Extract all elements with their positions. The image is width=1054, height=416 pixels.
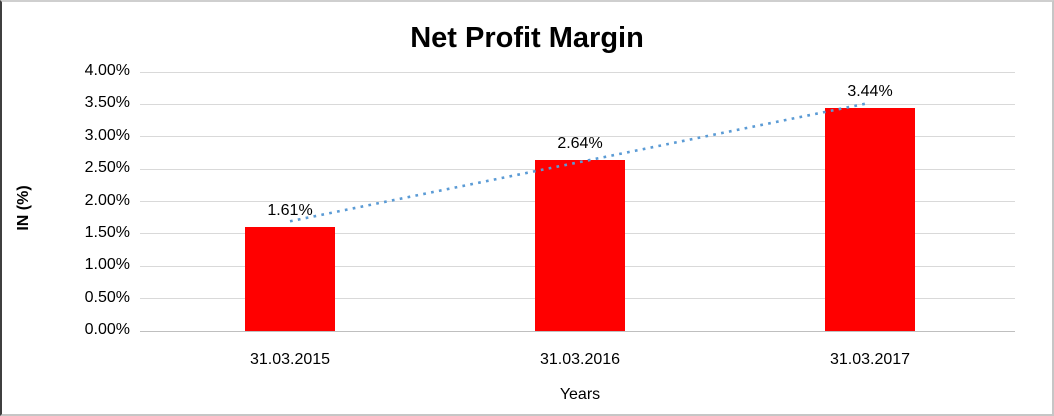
y-axis-tick-label: 4.00% [84, 62, 130, 79]
x-axis-category-label: 31.03.2017 [829, 351, 911, 368]
data-label: 3.44% [847, 83, 893, 101]
gridline [140, 136, 1015, 138]
y-axis-tick-label: 0.50% [84, 288, 130, 306]
x-axis-category-label: 31.03.2015 [249, 351, 331, 368]
y-axis-tick-label: 1.50% [84, 223, 130, 241]
y-axis-title: IN (%) [15, 185, 32, 231]
y-axis-tick-label: 2.00% [84, 191, 130, 209]
y-axis-tick-label: 2.50% [84, 159, 130, 177]
x-axis-title: Years [559, 386, 601, 403]
trendline-dotted [289, 101, 871, 223]
y-axis-tick-label: 1.00% [84, 256, 130, 274]
trendline [289, 101, 871, 223]
y-axis-tick-label: 0.00% [84, 321, 130, 338]
y-axis-tick-label: 3.00% [84, 126, 130, 144]
plot-area: 1.61% 2.64% 3.44% [140, 71, 1015, 332]
gridline [140, 103, 1015, 105]
bar [825, 108, 915, 331]
bar [245, 226, 335, 331]
gridline [140, 71, 1015, 73]
y-axis-tick-label: 3.50% [84, 94, 130, 112]
gridline [140, 330, 1015, 332]
data-label: 2.64% [557, 135, 603, 153]
bar [535, 160, 625, 331]
x-axis-category-label: 31.03.2016 [539, 351, 621, 368]
data-label: 1.61% [267, 201, 313, 219]
chart-title: Net Profit Margin [410, 22, 644, 54]
